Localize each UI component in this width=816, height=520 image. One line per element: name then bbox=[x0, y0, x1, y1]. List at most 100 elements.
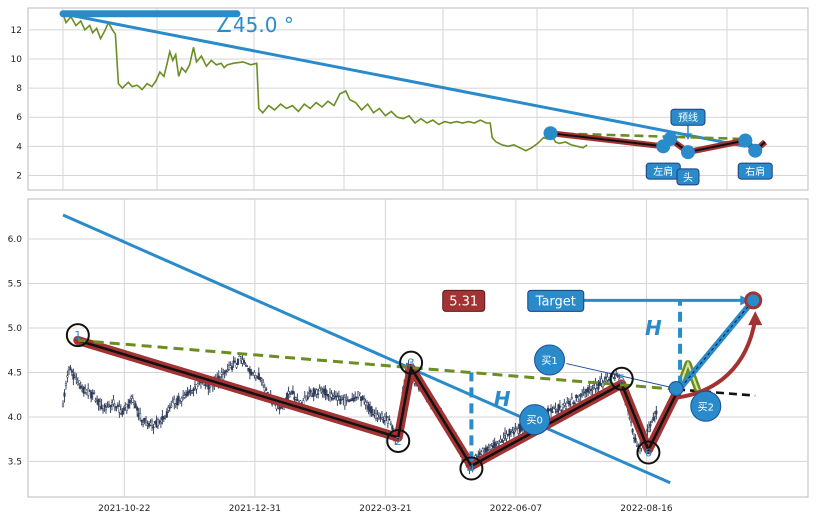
candle-body bbox=[208, 386, 211, 388]
candle-body bbox=[231, 366, 234, 370]
candle-body bbox=[238, 355, 241, 358]
projection-line bbox=[676, 300, 754, 393]
bottom-y-tick-label: 5.5 bbox=[8, 280, 22, 290]
candle-body bbox=[345, 399, 348, 401]
candle-body bbox=[552, 407, 556, 409]
candle-body bbox=[406, 363, 409, 365]
tag-label: 左肩 bbox=[653, 165, 673, 178]
candle-body bbox=[509, 429, 513, 432]
candle-body bbox=[363, 398, 366, 400]
buy-label: 买2 bbox=[698, 401, 714, 413]
bottom-y-ticks: 3.5 4.0 4.5 5.0 5.5 6.0 bbox=[8, 235, 23, 467]
candle-body bbox=[253, 371, 256, 376]
candle-body bbox=[613, 377, 616, 379]
candle-body bbox=[501, 439, 504, 443]
candle-body bbox=[63, 392, 66, 397]
candle-body bbox=[640, 445, 643, 449]
h-label: H bbox=[645, 316, 662, 340]
price-badge bbox=[442, 289, 486, 312]
candle-body bbox=[136, 407, 139, 411]
candle-body bbox=[569, 403, 572, 406]
candle-body bbox=[79, 385, 82, 389]
candle-body bbox=[288, 392, 291, 394]
tag-label: 头 bbox=[683, 172, 693, 184]
x-tick-label: 2022-06-07 bbox=[490, 504, 542, 514]
x-tick-label: 2022-08-16 bbox=[620, 504, 673, 514]
candle-body bbox=[257, 373, 260, 380]
candle-body bbox=[600, 378, 603, 384]
candle-body bbox=[115, 406, 118, 409]
candle-body bbox=[606, 376, 609, 381]
buy1-target-dot bbox=[668, 380, 684, 396]
candle-body bbox=[337, 395, 340, 398]
buy1-pointer bbox=[566, 363, 677, 389]
candle-body bbox=[655, 410, 658, 415]
candle-body bbox=[159, 422, 162, 424]
candle-body bbox=[244, 363, 247, 366]
candle-body bbox=[511, 430, 514, 433]
candle-body bbox=[75, 378, 78, 380]
candle-body bbox=[355, 396, 358, 399]
candle-body bbox=[150, 420, 154, 426]
candle-body bbox=[220, 372, 223, 375]
buy-bubble bbox=[519, 404, 551, 436]
candle-body bbox=[226, 369, 229, 372]
candle-body bbox=[570, 397, 573, 399]
candle-body bbox=[235, 364, 238, 368]
candle-body bbox=[280, 406, 283, 409]
top-y-tick-label: 10 bbox=[11, 55, 23, 65]
candle-body bbox=[162, 417, 165, 419]
candle-body bbox=[186, 391, 189, 397]
candle-body bbox=[630, 421, 633, 423]
candle-body bbox=[294, 397, 297, 400]
candle-body bbox=[167, 407, 170, 411]
candle-body bbox=[176, 397, 179, 406]
candle-body bbox=[296, 399, 299, 401]
candle-body bbox=[561, 404, 564, 409]
candle-body bbox=[102, 408, 105, 411]
candle-body bbox=[567, 400, 570, 405]
candle-body bbox=[223, 371, 226, 374]
candle-body bbox=[158, 420, 161, 423]
candle-body bbox=[265, 388, 268, 391]
x-tick-label: 2021-10-22 bbox=[98, 504, 150, 514]
candle-body bbox=[591, 388, 594, 391]
pivot-circle bbox=[399, 350, 424, 375]
candle-body bbox=[285, 392, 289, 400]
top-series bbox=[62, 13, 588, 152]
candle-body bbox=[607, 379, 610, 381]
top-y-tick-label: 4 bbox=[16, 142, 22, 152]
candle-body bbox=[361, 396, 364, 401]
buy-label: 买1 bbox=[541, 355, 557, 367]
curve-arrowhead bbox=[748, 311, 763, 326]
candle-body bbox=[557, 404, 560, 412]
candle-body bbox=[598, 381, 602, 386]
top-y-tick-label: 12 bbox=[11, 26, 22, 36]
candle-body bbox=[152, 426, 155, 429]
candle-body bbox=[388, 418, 391, 421]
candle-body bbox=[496, 443, 499, 447]
candle-body bbox=[634, 437, 637, 442]
candle-body bbox=[248, 369, 251, 374]
candle-body bbox=[219, 376, 222, 378]
candle-body bbox=[131, 398, 134, 403]
pivot-label: 5 bbox=[618, 373, 625, 386]
candle-body bbox=[357, 391, 360, 398]
pivot-circle bbox=[609, 366, 634, 391]
candle-body bbox=[168, 407, 171, 409]
candle-body bbox=[590, 389, 593, 391]
candle-body bbox=[245, 365, 248, 367]
buy-bubble bbox=[690, 390, 722, 422]
candle-body bbox=[502, 438, 505, 441]
candle-body bbox=[61, 403, 65, 407]
candle-body bbox=[578, 395, 581, 401]
candle-body bbox=[106, 406, 109, 409]
candle-body bbox=[579, 394, 582, 397]
pattern-point bbox=[738, 133, 753, 148]
candle-body bbox=[340, 397, 343, 400]
candle-body bbox=[601, 382, 604, 388]
candle-body bbox=[549, 408, 553, 412]
candle-body bbox=[259, 377, 262, 381]
bottom-y-tick-label: 5.0 bbox=[8, 324, 23, 334]
